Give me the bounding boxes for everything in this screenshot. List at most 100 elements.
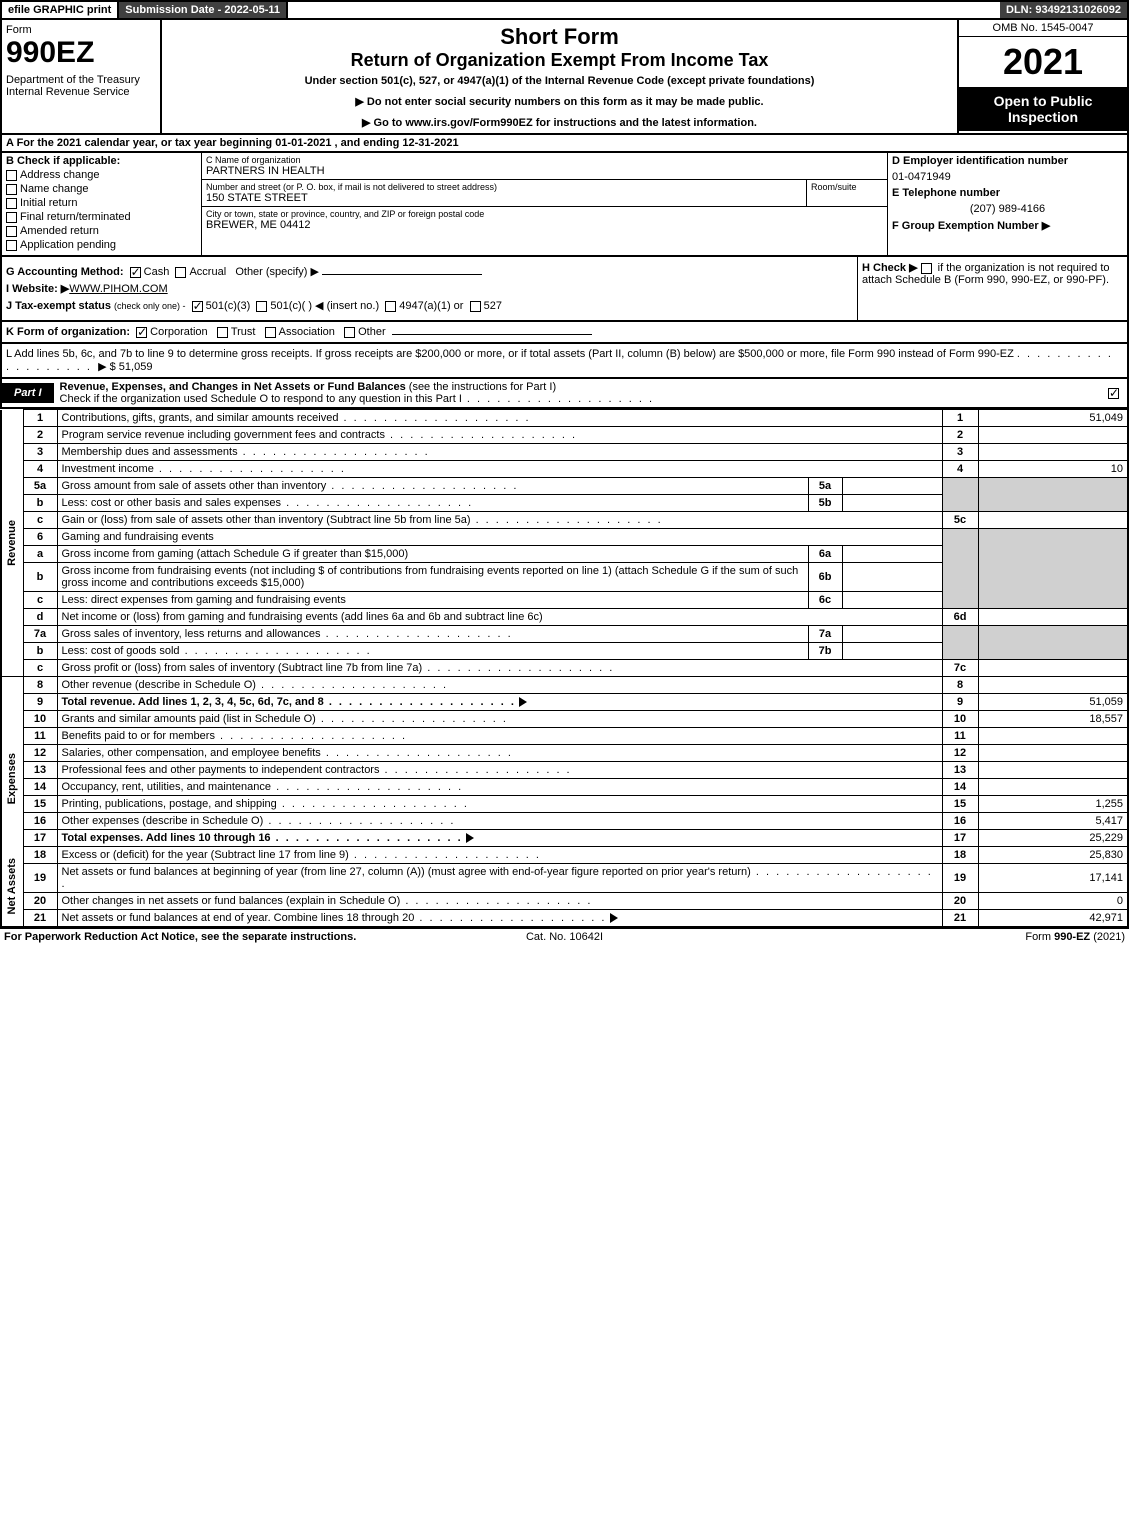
org-name-row: C Name of organization PARTNERS IN HEALT… [202,153,887,180]
footer-right: Form 990-EZ (2021) [751,931,1125,943]
checkbox-icon[interactable] [470,301,481,312]
website-link[interactable]: WWW.PIHOM.COM [69,283,167,295]
table-row: 3 Membership dues and assessments 3 [1,444,1128,461]
table-row: 6 Gaming and fundraising events [1,529,1128,546]
omb-number: OMB No. 1545-0047 [959,20,1127,37]
row-l-gross-receipts: L Add lines 5b, 6c, and 7b to line 9 to … [0,344,1129,379]
block-bcdef: B Check if applicable: Address change Na… [0,153,1129,257]
part-check [1103,387,1127,399]
city-row: City or town, state or province, country… [202,207,887,233]
checkbox-icon[interactable] [385,301,396,312]
col-b-checkboxes: B Check if applicable: Address change Na… [2,153,202,255]
col-b-label: B Check if applicable: [6,155,197,167]
table-row: 17 Total expenses. Add lines 10 through … [1,830,1128,847]
gross-receipts-value: 51,059 [119,361,153,373]
efile-print-label[interactable]: efile GRAPHIC print [2,2,119,18]
phone: (207) 989-4166 [892,203,1123,215]
checkbox-icon[interactable] [175,267,186,278]
open-to-public-badge: Open to Public Inspection [959,87,1127,131]
row-k-org-form: K Form of organization: Corporation Trus… [0,322,1129,344]
org-name: PARTNERS IN HEALTH [206,165,883,177]
ein: 01-0471949 [892,171,1123,183]
chk-amended-return: Amended return [6,225,197,237]
table-row: Expenses 10 Grants and similar amounts p… [1,711,1128,728]
table-row: 19 Net assets or fund balances at beginn… [1,864,1128,893]
col-h: H Check ▶ if the organization is not req… [857,257,1127,320]
checkbox-icon[interactable] [256,301,267,312]
triangle-icon [466,833,474,843]
right-line-num: 1 [942,410,978,427]
j-tax-exempt: J Tax-exempt status (check only one) - 5… [6,299,853,312]
city-state-zip: BREWER, ME 04412 [206,219,883,231]
checkbox-icon[interactable] [6,184,17,195]
row-gh: G Accounting Method: Cash Accrual Other … [0,257,1129,322]
line-value: 51,049 [978,410,1128,427]
part-1-header: Part I Revenue, Expenses, and Changes in… [0,379,1129,409]
triangle-icon [610,913,618,923]
table-row: 21 Net assets or fund balances at end of… [1,910,1128,928]
form-subtitle: Under section 501(c), 527, or 4947(a)(1)… [166,75,953,87]
table-row: 9 Total revenue. Add lines 1, 2, 3, 4, 5… [1,694,1128,711]
room-label: Room/suite [811,182,883,192]
addr-label: Number and street (or P. O. box, if mail… [206,182,802,192]
irs-link[interactable]: www.irs.gov/Form990EZ [405,117,532,129]
e-label: E Telephone number [892,187,1000,199]
checkbox-icon[interactable] [6,240,17,251]
i-website: I Website: ▶WWW.PIHOM.COM [6,282,853,295]
chk-final-return: Final return/terminated [6,211,197,223]
checkbox-icon[interactable] [265,327,276,338]
checkbox-icon[interactable] [192,301,203,312]
chk-application-pending: Application pending [6,239,197,251]
part-title: Revenue, Expenses, and Changes in Net As… [54,379,1103,407]
street-address: 150 STATE STREET [206,192,802,204]
dln: DLN: 93492131026092 [1000,2,1127,18]
chk-address-change: Address change [6,169,197,181]
checkbox-icon[interactable] [136,327,147,338]
checkbox-icon[interactable] [6,198,17,209]
instructions-link-line: ▶ Go to www.irs.gov/Form990EZ for instru… [166,116,953,129]
checkbox-icon[interactable] [344,327,355,338]
f-label: F Group Exemption Number ▶ [892,220,1050,232]
chk-name-change: Name change [6,183,197,195]
checkbox-icon[interactable] [921,263,932,274]
city-label: City or town, state or province, country… [206,209,883,219]
row-a-tax-year: A For the 2021 calendar year, or tax yea… [0,135,1129,153]
table-row: 15 Printing, publications, postage, and … [1,796,1128,813]
table-row: Net Assets 18 Excess or (deficit) for th… [1,847,1128,864]
line-desc: Contributions, gifts, grants, and simila… [57,410,942,427]
top-bar: efile GRAPHIC print Submission Date - 20… [0,0,1129,20]
ssn-warning: ▶ Do not enter social security numbers o… [166,95,953,108]
chk-initial-return: Initial return [6,197,197,209]
table-row: 12 Salaries, other compensation, and emp… [1,745,1128,762]
table-row: c Gain or (loss) from sale of assets oth… [1,512,1128,529]
footer-cat-no: Cat. No. 10642I [378,931,752,943]
page-footer: For Paperwork Reduction Act Notice, see … [0,928,1129,945]
header-mid: Short Form Return of Organization Exempt… [162,20,957,133]
checkbox-icon[interactable] [6,170,17,181]
footer-left: For Paperwork Reduction Act Notice, see … [4,931,378,943]
header-left: Form 990EZ Department of the Treasury In… [2,20,162,133]
table-row: 8 Other revenue (describe in Schedule O)… [1,677,1128,694]
table-row: 11 Benefits paid to or for members 11 [1,728,1128,745]
line-num: 1 [23,410,57,427]
part-tag: Part I [2,383,54,403]
g-accounting-method: G Accounting Method: Cash Accrual Other … [6,265,853,278]
form-title-long: Return of Organization Exempt From Incom… [166,50,953,71]
checkbox-icon[interactable] [217,327,228,338]
table-row: 7a Gross sales of inventory, less return… [1,626,1128,643]
section-expenses: Expenses [1,711,23,847]
col-g: G Accounting Method: Cash Accrual Other … [2,257,857,320]
street-row: Number and street (or P. O. box, if mail… [202,180,887,207]
c-label: C Name of organization [206,155,883,165]
checkbox-icon[interactable] [6,212,17,223]
lines-table: Revenue 1 Contributions, gifts, grants, … [0,409,1129,928]
col-c-org-info: C Name of organization PARTNERS IN HEALT… [202,153,887,255]
table-row: 13 Professional fees and other payments … [1,762,1128,779]
d-label: D Employer identification number [892,155,1068,167]
table-row: 4 Investment income 4 10 [1,461,1128,478]
tax-year: 2021 [959,37,1127,87]
checkbox-icon[interactable] [1108,388,1119,399]
checkbox-icon[interactable] [130,267,141,278]
triangle-icon [519,697,527,707]
checkbox-icon[interactable] [6,226,17,237]
